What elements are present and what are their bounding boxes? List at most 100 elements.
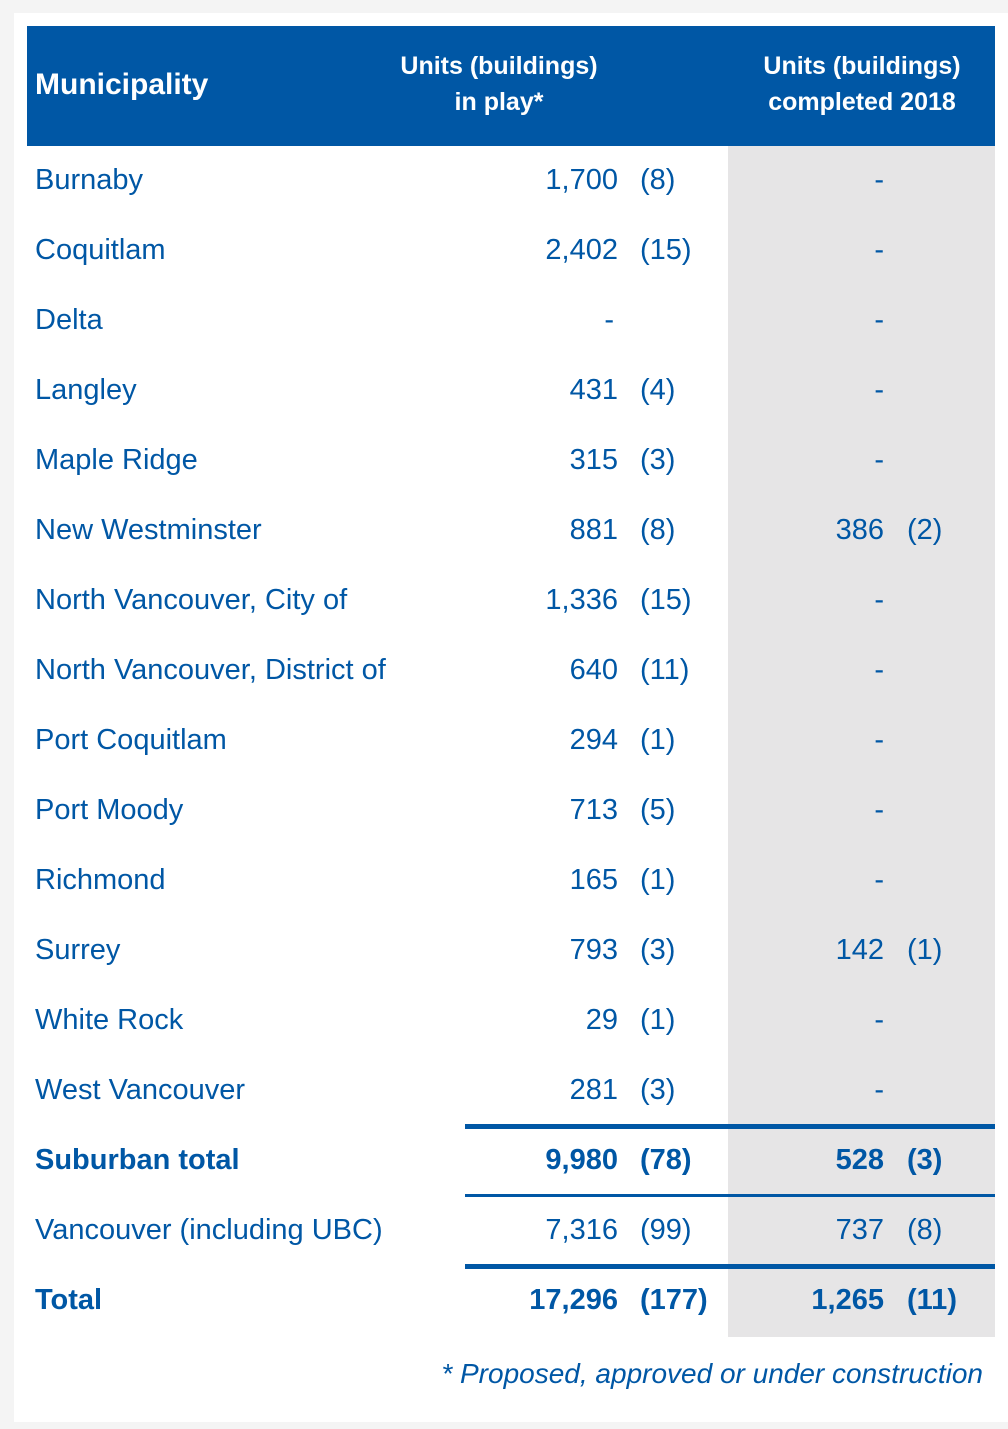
buildings-completed: (11): [907, 1284, 957, 1316]
units-in-play: 9,980: [545, 1144, 618, 1176]
buildings-in-play: (8): [640, 514, 676, 546]
units-in-play: 793: [569, 934, 618, 966]
table-row: Total 17,296 (177) 1,265 (11): [0, 1267, 1008, 1337]
units-completed: 142: [835, 934, 884, 966]
units-completed: 386: [835, 514, 884, 546]
units-in-play: 17,296: [529, 1284, 618, 1316]
buildings-in-play: (78): [640, 1144, 692, 1176]
municipality-name: West Vancouver: [35, 1074, 246, 1106]
table-row: Delta - -: [0, 287, 1008, 357]
buildings-completed: (2): [907, 514, 943, 546]
municipality-name: Delta: [35, 304, 103, 336]
municipality-name: Richmond: [35, 864, 166, 896]
units-completed: -: [874, 654, 884, 686]
buildings-completed: (3): [907, 1144, 943, 1176]
municipality-name: New Westminster: [35, 514, 262, 546]
table-row: Langley 431 (4) -: [0, 357, 1008, 427]
header-units-in-play: Units (buildings) in play*: [374, 48, 624, 120]
units-completed: -: [874, 304, 884, 336]
municipality-name: Maple Ridge: [35, 444, 198, 476]
table-row: Burnaby 1,700 (8) -: [0, 147, 1008, 217]
footnote: * Proposed, approved or under constructi…: [441, 1358, 983, 1389]
units-in-play: 294: [569, 724, 618, 756]
units-completed: 528: [835, 1144, 884, 1176]
units-in-play: 315: [569, 444, 618, 476]
table-row: Coquitlam 2,402 (15) -: [0, 217, 1008, 287]
table-header: Municipality Units (buildings) in play* …: [27, 26, 995, 146]
units-completed: -: [874, 374, 884, 406]
header-municipality: Municipality: [35, 68, 209, 101]
municipality-name: Total: [35, 1284, 103, 1316]
units-completed: -: [874, 1074, 884, 1106]
units-in-play: 165: [569, 864, 618, 896]
units-in-play: 1,700: [545, 164, 618, 196]
units-in-play: 7,316: [545, 1214, 618, 1246]
table-row: Vancouver (including UBC) 7,316 (99) 737 (8): [0, 1197, 1008, 1267]
buildings-in-play: (3): [640, 1074, 676, 1106]
municipality-name: North Vancouver, District of: [35, 654, 386, 686]
municipality-name: North Vancouver, City of: [35, 584, 348, 616]
rule-thick: [465, 1124, 995, 1129]
buildings-in-play: (11): [640, 654, 690, 686]
header-line: in play*: [454, 88, 544, 116]
buildings-in-play: (4): [640, 374, 676, 406]
buildings-in-play: (5): [640, 794, 676, 826]
table-row: Maple Ridge 315 (3) -: [0, 427, 1008, 497]
units-in-play: 431: [569, 374, 618, 406]
table-row: North Vancouver, District of 640 (11) -: [0, 637, 1008, 707]
buildings-in-play: (15): [640, 584, 692, 616]
municipality-name: Coquitlam: [35, 234, 166, 266]
units-in-play: 281: [569, 1074, 618, 1106]
units-completed: 1,265: [811, 1284, 884, 1316]
units-completed: -: [874, 724, 884, 756]
units-completed: -: [874, 444, 884, 476]
units-in-play: 881: [569, 514, 618, 546]
municipality-name: Port Moody: [35, 794, 184, 826]
table-row: White Rock 29 (1) -: [0, 987, 1008, 1057]
buildings-in-play: (3): [640, 934, 676, 966]
table-row: Port Moody 713 (5) -: [0, 777, 1008, 847]
rule-thin: [465, 1194, 995, 1197]
rule-thick: [465, 1264, 995, 1269]
units-in-play: 2,402: [545, 234, 618, 266]
header-units-completed: Units (buildings) completed 2018: [737, 48, 987, 120]
buildings-in-play: (1): [640, 864, 676, 896]
units-completed: -: [874, 234, 884, 266]
municipality-name: Langley: [35, 374, 137, 406]
buildings-in-play: (1): [640, 724, 676, 756]
units-completed: 737: [835, 1214, 884, 1246]
table-row: Suburban total 9,980 (78) 528 (3): [0, 1127, 1008, 1197]
units-in-play: 640: [569, 654, 618, 686]
buildings-completed: (1): [907, 934, 943, 966]
units-in-play: 1,336: [545, 584, 618, 616]
buildings-in-play: (1): [640, 1004, 676, 1036]
buildings-completed: (8): [907, 1214, 943, 1246]
buildings-in-play: (177): [640, 1284, 708, 1316]
completed-column-shading: [728, 146, 995, 1337]
table-row: New Westminster 881 (8) 386 (2): [0, 497, 1008, 567]
buildings-in-play: (15): [640, 234, 692, 266]
table-row: Port Coquitlam 294 (1) -: [0, 707, 1008, 777]
units-completed: -: [874, 794, 884, 826]
municipality-name: Surrey: [35, 934, 121, 966]
municipality-name: Port Coquitlam: [35, 724, 227, 756]
header-line: completed 2018: [768, 88, 956, 116]
table-row: North Vancouver, City of 1,336 (15) -: [0, 567, 1008, 637]
units-in-play: -: [604, 304, 614, 336]
units-in-play: 29: [585, 1004, 618, 1036]
units-completed: -: [874, 864, 884, 896]
units-completed: -: [874, 1004, 884, 1036]
municipality-name: Suburban total: [35, 1144, 240, 1176]
municipality-name: Burnaby: [35, 164, 144, 196]
municipality-name: White Rock: [35, 1004, 184, 1036]
buildings-in-play: (3): [640, 444, 676, 476]
header-line: Units (buildings): [400, 52, 598, 80]
units-in-play: 713: [569, 794, 618, 826]
units-completed: -: [874, 164, 884, 196]
units-completed: -: [874, 584, 884, 616]
table-row: Richmond 165 (1) -: [0, 847, 1008, 917]
buildings-in-play: (8): [640, 164, 676, 196]
buildings-in-play: (99): [640, 1214, 692, 1246]
municipality-name: Vancouver (including UBC): [35, 1214, 383, 1246]
header-line: Units (buildings): [763, 52, 961, 80]
